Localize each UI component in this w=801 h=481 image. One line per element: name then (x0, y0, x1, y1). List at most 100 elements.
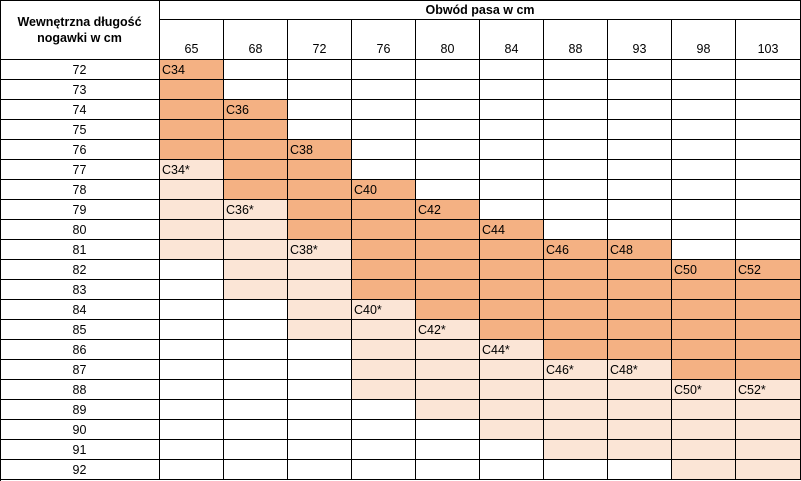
length-row-80: 80 (0, 220, 160, 240)
size-cell (288, 300, 352, 320)
size-cell (480, 400, 544, 420)
length-row-75: 75 (0, 120, 160, 140)
size-cell (288, 280, 352, 300)
size-cell (416, 460, 480, 480)
size-label-c40-star: C40* (352, 300, 416, 320)
size-cell (160, 240, 224, 260)
size-cell (608, 340, 672, 360)
size-cell (160, 300, 224, 320)
waist-header-98: 98 (672, 20, 736, 60)
size-cell (608, 440, 672, 460)
size-cell (288, 120, 352, 140)
length-row-78: 78 (0, 180, 160, 200)
size-cell (352, 440, 416, 460)
size-cell (608, 60, 672, 80)
size-label-c48-star: C48* (608, 360, 672, 380)
size-cell (480, 240, 544, 260)
waist-header-65: 65 (160, 20, 224, 60)
size-cell (480, 140, 544, 160)
size-cell (736, 360, 801, 380)
size-cell (608, 100, 672, 120)
size-cell (160, 380, 224, 400)
size-cell (608, 400, 672, 420)
size-cell (288, 440, 352, 460)
size-label-c34-star: C34* (160, 160, 224, 180)
size-cell (224, 260, 288, 280)
waist-group-header: Obwód pasa w cm (160, 0, 801, 20)
waist-header-103: 103 (736, 20, 801, 60)
size-cell (544, 420, 608, 440)
size-cell (224, 160, 288, 180)
size-cell (160, 360, 224, 380)
size-cell (416, 240, 480, 260)
size-cell (352, 80, 416, 100)
size-label-c40: C40 (352, 180, 416, 200)
size-cell (288, 380, 352, 400)
size-cell (480, 380, 544, 400)
size-cell (736, 420, 801, 440)
size-cell (224, 120, 288, 140)
size-cell (352, 240, 416, 260)
size-cell (160, 220, 224, 240)
size-label-c36-star: C36* (224, 200, 288, 220)
size-cell (736, 300, 801, 320)
size-cell (416, 60, 480, 80)
size-label-c52-star: C52* (736, 380, 801, 400)
size-cell (736, 220, 801, 240)
size-cell (544, 320, 608, 340)
size-label-c38: C38 (288, 140, 352, 160)
size-cell (672, 440, 736, 460)
length-column-header: Wewnętrzna długość nogawki w cm (0, 0, 160, 60)
size-cell (160, 180, 224, 200)
size-cell (288, 60, 352, 80)
size-cell (416, 420, 480, 440)
size-cell (544, 260, 608, 280)
size-cell (416, 440, 480, 460)
size-cell (352, 160, 416, 180)
size-cell (544, 460, 608, 480)
size-cell (160, 260, 224, 280)
waist-group-header-text: Obwód pasa w cm (425, 2, 535, 17)
length-row-91: 91 (0, 440, 160, 460)
size-cell (288, 400, 352, 420)
size-cell (288, 340, 352, 360)
size-cell (672, 400, 736, 420)
length-row-92: 92 (0, 460, 160, 480)
size-cell (480, 320, 544, 340)
size-cell (224, 320, 288, 340)
size-cell (608, 460, 672, 480)
size-cell (160, 100, 224, 120)
size-cell (480, 120, 544, 140)
size-cell (160, 320, 224, 340)
size-cell (736, 340, 801, 360)
size-cell (352, 120, 416, 140)
size-label-c48: C48 (608, 240, 672, 260)
size-cell (672, 300, 736, 320)
size-cell (224, 300, 288, 320)
size-cell (608, 180, 672, 200)
size-cell (736, 180, 801, 200)
length-row-73: 73 (0, 80, 160, 100)
size-cell (224, 60, 288, 80)
size-cell (160, 400, 224, 420)
size-cell (416, 220, 480, 240)
size-cell (160, 440, 224, 460)
size-cell (160, 340, 224, 360)
size-cell (224, 400, 288, 420)
size-cell (544, 220, 608, 240)
size-cell (544, 120, 608, 140)
size-cell (608, 80, 672, 100)
size-cell (288, 460, 352, 480)
size-cell (288, 100, 352, 120)
size-cell (224, 140, 288, 160)
length-column-header-text: Wewnętrzna długość nogawki w cm (17, 14, 141, 46)
size-label-c46: C46 (544, 240, 608, 260)
size-cell (544, 280, 608, 300)
waist-header-84: 84 (480, 20, 544, 60)
size-cell (544, 440, 608, 460)
size-cell (416, 380, 480, 400)
size-cell (736, 280, 801, 300)
length-row-88: 88 (0, 380, 160, 400)
size-cell (288, 320, 352, 340)
size-cell (160, 120, 224, 140)
